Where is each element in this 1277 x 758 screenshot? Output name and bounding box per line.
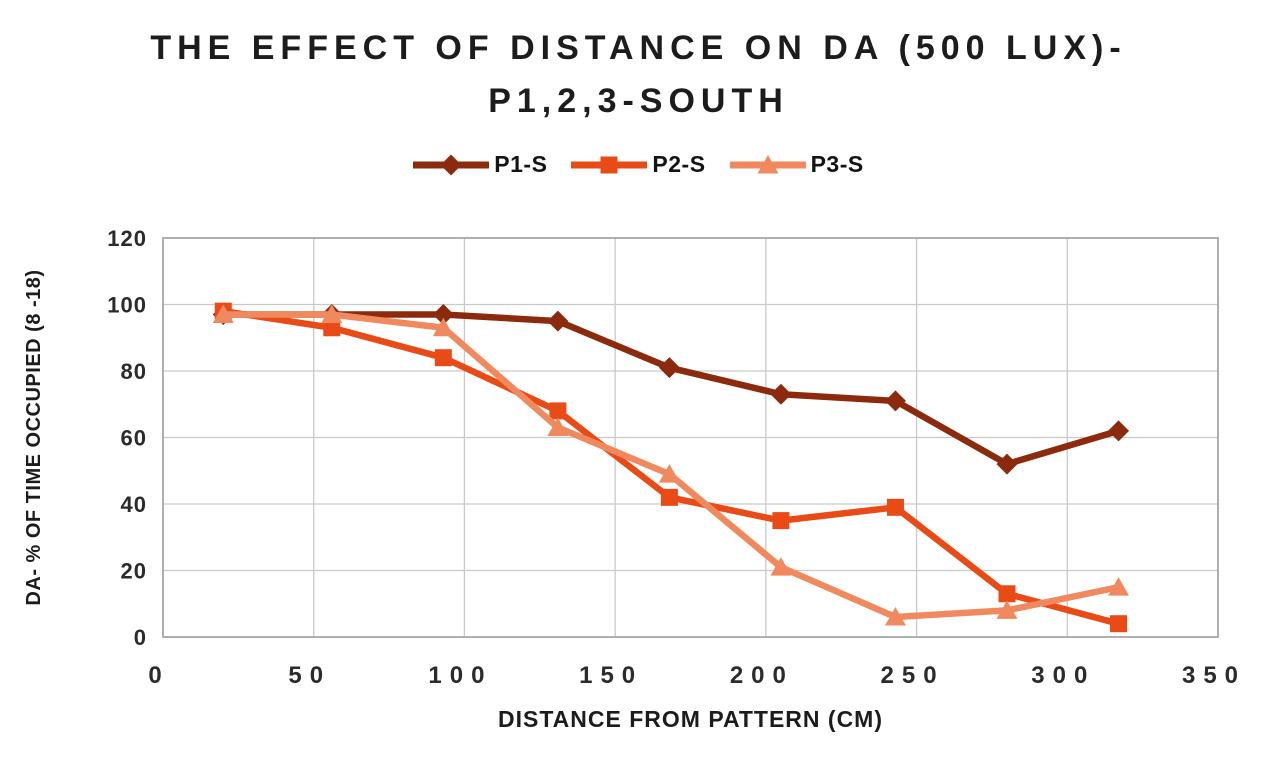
y-axis-title: DA- % OF TIME OCCUPIED (8 -18) [23, 269, 45, 605]
x-tick-label: 300 [1031, 662, 1095, 689]
legend-label: P3-S [810, 151, 864, 177]
series-p3-s-marker-triangle [884, 607, 906, 626]
y-tick-label: 100 [107, 293, 147, 318]
x-tick-label: 350 [1182, 662, 1246, 689]
series-p3-s-marker-triangle [547, 417, 569, 437]
series-p1-s-marker-diamond [658, 357, 680, 379]
series-p2-s-marker-square [886, 498, 904, 516]
series-p3-s-marker-triangle [1108, 577, 1130, 596]
series-p3-s-marker-triangle [432, 317, 454, 337]
legend-label: P1-S [494, 151, 548, 177]
legend-swatch-triangle-icon [729, 154, 806, 173]
x-tick-label: 50 [288, 662, 331, 689]
chart-title-line2: P1,2,3-SOUTH [488, 82, 789, 120]
x-tick-label: 200 [730, 662, 794, 689]
diamond-marker-icon [440, 154, 462, 175]
x-tick-label: 0 [148, 662, 169, 689]
chart-title-line1: THE EFFECT OF DISTANCE ON DA (500 LUX)- [150, 29, 1127, 67]
series-p1-s-marker-diamond [770, 383, 792, 405]
series-p2-s-marker-square [772, 512, 790, 530]
x-tick-label: 100 [428, 662, 492, 689]
series-p1-s-marker-diamond [1108, 420, 1130, 442]
chart-title: THE EFFECT OF DISTANCE ON DA (500 LUX)- … [0, 22, 1277, 128]
series-p1-s-marker-diamond [996, 453, 1018, 475]
square-marker-icon [600, 156, 618, 173]
x-tick-label: 250 [881, 662, 945, 689]
series-p1-s-marker-diamond [547, 310, 569, 332]
legend: P1-S P2-S P3-S [0, 151, 1277, 178]
y-tick-label: 40 [121, 492, 147, 517]
y-tick-label: 0 [134, 625, 147, 650]
series-p3-s-marker-triangle [658, 464, 680, 483]
series-p2-s-marker-square [998, 585, 1016, 603]
triangle-marker-icon [757, 154, 779, 173]
x-axis-title: DISTANCE FROM PATTERN (CM) [498, 706, 883, 732]
series-p2-s-marker-square [434, 349, 452, 367]
series-p3-s-marker-triangle [770, 557, 792, 576]
series-p1-s-marker-diamond [432, 303, 454, 325]
series-p1-s-marker-diamond [884, 390, 906, 412]
legend-swatch-square-icon [571, 156, 648, 173]
legend-item-p1-s: P1-S [413, 151, 547, 178]
series-p3-s-marker-triangle [321, 304, 343, 323]
plot-border [162, 237, 1219, 638]
y-tick-label: 20 [121, 559, 147, 584]
x-tick-label: 150 [579, 662, 643, 689]
legend-item-p2-s: P2-S [571, 151, 705, 178]
series-p3-s-marker-triangle [996, 600, 1018, 619]
series-p2-s-marker-square [549, 402, 567, 420]
series-p2-s-marker-square [1110, 615, 1128, 633]
legend-swatch-diamond-icon [413, 154, 490, 175]
legend-item-p3-s: P3-S [729, 151, 864, 178]
y-tick-label: 120 [107, 226, 147, 251]
legend-label: P2-S [652, 151, 706, 177]
y-tick-label: 60 [121, 426, 147, 451]
series-p2-s-marker-square [660, 488, 678, 506]
series-p2-s-marker-square [323, 319, 341, 337]
series-p3-s-marker-triangle [212, 304, 234, 323]
y-tick-label: 80 [121, 359, 147, 384]
